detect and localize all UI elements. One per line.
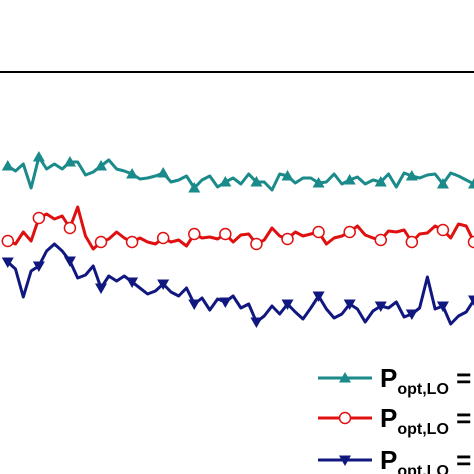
series-1-point (436, 178, 449, 189)
series-3 (1, 242, 474, 328)
series-2-point (250, 237, 263, 251)
series-3-point (468, 295, 474, 306)
series-2-point (32, 211, 46, 225)
series-2-point (156, 231, 170, 245)
series-2-point (1, 234, 15, 248)
series-1-point (63, 156, 76, 167)
legend-entry-2: Popt,LO = (318, 403, 471, 438)
series-3-point (405, 309, 418, 320)
legend-entry-3: Popt,LO = (318, 445, 471, 474)
series-3-point (343, 299, 356, 310)
series-3-point (312, 291, 325, 302)
series-2-point (405, 235, 419, 249)
series-1-point (405, 170, 418, 181)
series-2-point (125, 235, 139, 249)
series-1-line (6, 155, 474, 192)
series-3-point (374, 301, 387, 312)
legend-marker-3 (339, 455, 351, 466)
series-3-line (6, 242, 474, 326)
series-1-point (281, 170, 294, 181)
legend: Popt,LO = Popt,LO = Popt,LO = (318, 363, 471, 474)
series-1-point (32, 151, 45, 162)
series-2-point (63, 221, 77, 235)
series-2-point (219, 227, 232, 241)
series-3-point (188, 299, 201, 310)
series-2-point (312, 225, 325, 239)
series-1-point (468, 178, 474, 189)
series-3-point (219, 297, 232, 308)
series-2-point (281, 232, 294, 246)
series-1-point (312, 177, 325, 188)
series-1-point (374, 176, 387, 187)
series-3-point (157, 279, 170, 290)
series-2-point (467, 235, 474, 249)
series-1-point (126, 168, 139, 179)
series-3-point (63, 256, 76, 267)
series-3-point (436, 301, 449, 312)
series-1 (1, 151, 474, 193)
series-3-point (281, 299, 294, 310)
series-3-point (32, 261, 45, 272)
legend-entry-1: Popt,LO = (318, 363, 471, 398)
series-1-point (343, 174, 356, 185)
series-layer (1, 151, 474, 328)
series-2 (1, 205, 474, 251)
series-1-point (95, 160, 108, 171)
series-3-point (250, 317, 263, 328)
series-3-point (95, 283, 108, 294)
series-1-point (250, 176, 263, 187)
series-1-point (219, 176, 232, 187)
legend-label-1: Popt,LO = (380, 363, 471, 398)
legend-label-2: Popt,LO = (380, 403, 471, 438)
series-2-point (436, 223, 450, 237)
series-2-point (94, 235, 108, 249)
series-3-point (126, 277, 139, 288)
legend-marker-1 (339, 372, 351, 383)
series-1-point (157, 167, 170, 178)
series-2-point (188, 227, 201, 241)
series-3-point (1, 257, 14, 268)
series-2-line (7, 205, 474, 251)
legend-label-3: Popt,LO = (380, 445, 471, 474)
series-2-point (374, 233, 388, 247)
series-2-point (343, 225, 356, 239)
series-1-point (1, 160, 14, 171)
series-1-point (188, 182, 201, 193)
legend-marker-2 (338, 411, 352, 425)
